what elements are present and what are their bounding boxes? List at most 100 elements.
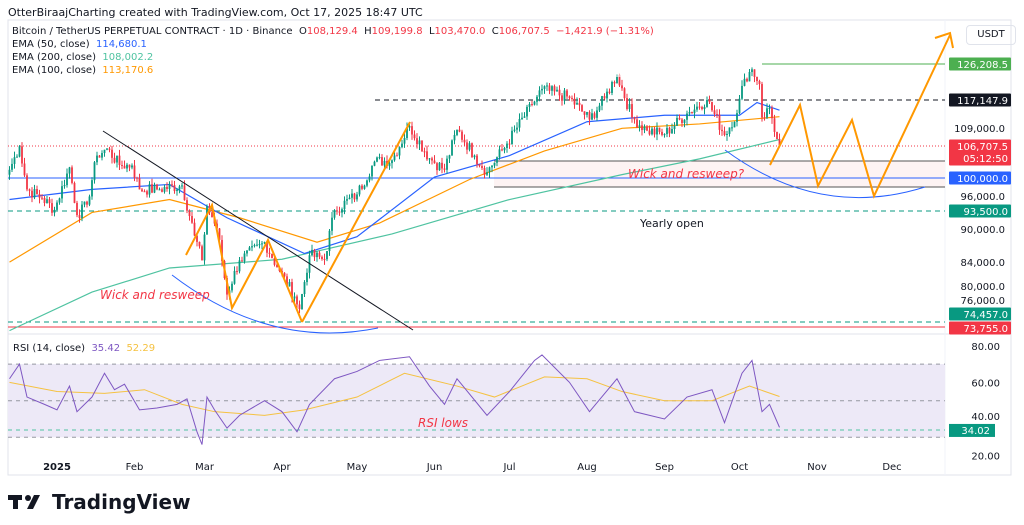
candle-body (166, 186, 168, 190)
candle-body (353, 193, 356, 200)
candle-body (133, 165, 136, 178)
right-arc[interactable] (724, 149, 926, 199)
candle-body (771, 108, 773, 119)
candle-body (121, 165, 123, 167)
candle-body (686, 113, 688, 120)
left-zigzag[interactable] (185, 201, 303, 323)
candle-body (533, 101, 536, 105)
candle-body (696, 106, 698, 110)
candle-body (676, 117, 678, 126)
candle-body (743, 78, 746, 86)
brand-name: TradingView (52, 490, 191, 514)
candle-body (98, 155, 101, 158)
candle-body (288, 282, 291, 287)
price-label: 74,457.0 (963, 310, 1008, 321)
price-label-box (949, 93, 1011, 107)
candle-body (491, 165, 493, 168)
candle-body (341, 209, 343, 213)
currency-button[interactable]: USDT (966, 25, 1016, 45)
candle-body (401, 143, 403, 148)
candle-body (33, 189, 36, 198)
candle-body (198, 241, 201, 247)
indicator-ema50[interactable]: EMA (50, close) 114,680.1 (12, 38, 654, 51)
symbol-title[interactable]: Bitcoin / TetherUS PERPETUAL CONTRACT · … (12, 26, 293, 37)
indicator-value: 108,002.2 (102, 52, 154, 63)
x-tick-label: Feb (126, 462, 144, 473)
candle-body (181, 185, 183, 187)
symbol-row: Bitcoin / TetherUS PERPETUAL CONTRACT · … (12, 25, 654, 38)
indicator-ema200[interactable]: EMA (200, close) 108,002.2 (12, 51, 654, 64)
candle-body (263, 242, 266, 244)
candle-body (361, 185, 363, 189)
indicator-value: 113,170.6 (102, 65, 154, 76)
candle-body (126, 164, 128, 169)
candle-body (193, 222, 196, 236)
candle-body (336, 210, 338, 212)
candle-body (513, 129, 516, 131)
candle-body (291, 282, 293, 299)
tradingview-logo-icon (8, 495, 40, 509)
candle-body (758, 81, 761, 85)
candle-body (186, 200, 188, 211)
candle-body (531, 104, 533, 106)
x-tick-label: May (347, 462, 368, 473)
candle-body (383, 160, 386, 166)
candle-body (478, 164, 481, 167)
candle-body (241, 260, 243, 262)
candle-body (471, 143, 473, 158)
candle-body (606, 91, 608, 99)
rsi-legend[interactable]: RSI (14, close) 35.42 52.29 (13, 343, 155, 354)
candle-body (466, 142, 468, 150)
candle-body (688, 112, 691, 114)
candle-body (716, 114, 718, 116)
candle-body (728, 127, 731, 134)
candle-body (96, 155, 98, 163)
indicator-label: EMA (200, close) (12, 52, 96, 63)
candle-body (448, 155, 451, 159)
candle-body (156, 184, 158, 190)
candle-body (58, 198, 61, 203)
indicator-ema100[interactable]: EMA (100, close) 113,170.6 (12, 64, 654, 77)
candle-body (261, 243, 263, 245)
candle-body (411, 126, 413, 135)
candle-body (368, 176, 371, 181)
candle-body (13, 157, 16, 164)
candle-body (586, 111, 588, 115)
projection-path[interactable] (769, 34, 951, 199)
candle-body (486, 172, 488, 175)
candle-body (626, 98, 628, 110)
candle-body (633, 117, 636, 120)
candle-body (603, 96, 606, 99)
candle-body (283, 272, 286, 277)
candle-body (523, 116, 526, 118)
left-arc[interactable] (171, 274, 379, 334)
x-tick-label: Aug (577, 462, 597, 473)
wick-right-label: Wick and resweep? (628, 167, 745, 181)
candle-body (41, 197, 43, 199)
candle-body (218, 228, 221, 240)
candle-body (396, 155, 398, 157)
candle-body (158, 189, 161, 191)
candle-body (463, 139, 466, 143)
candle-body (373, 161, 376, 166)
x-tick-label: Dec (882, 462, 901, 473)
left-up-arrow[interactable] (301, 121, 411, 323)
rsi-lows-label: RSI lows (418, 416, 468, 430)
candle-body (421, 140, 423, 152)
drawings[interactable]: Wick and resweep Wick and resweep? Yearl… (100, 31, 954, 334)
candle-body (356, 194, 358, 200)
tradingview-logo[interactable]: TradingView (8, 490, 191, 514)
candle-body (108, 148, 111, 150)
candle-body (163, 186, 166, 192)
candle-body (698, 106, 701, 108)
candle-body (268, 252, 271, 254)
downtrend-line[interactable] (102, 130, 414, 331)
low-label: L (428, 26, 435, 37)
candle-body (628, 104, 631, 110)
candle-body (538, 90, 541, 97)
candle-body (176, 189, 178, 192)
candle-body (566, 90, 568, 97)
candle-body (221, 239, 223, 262)
price-label-box (949, 307, 1011, 321)
